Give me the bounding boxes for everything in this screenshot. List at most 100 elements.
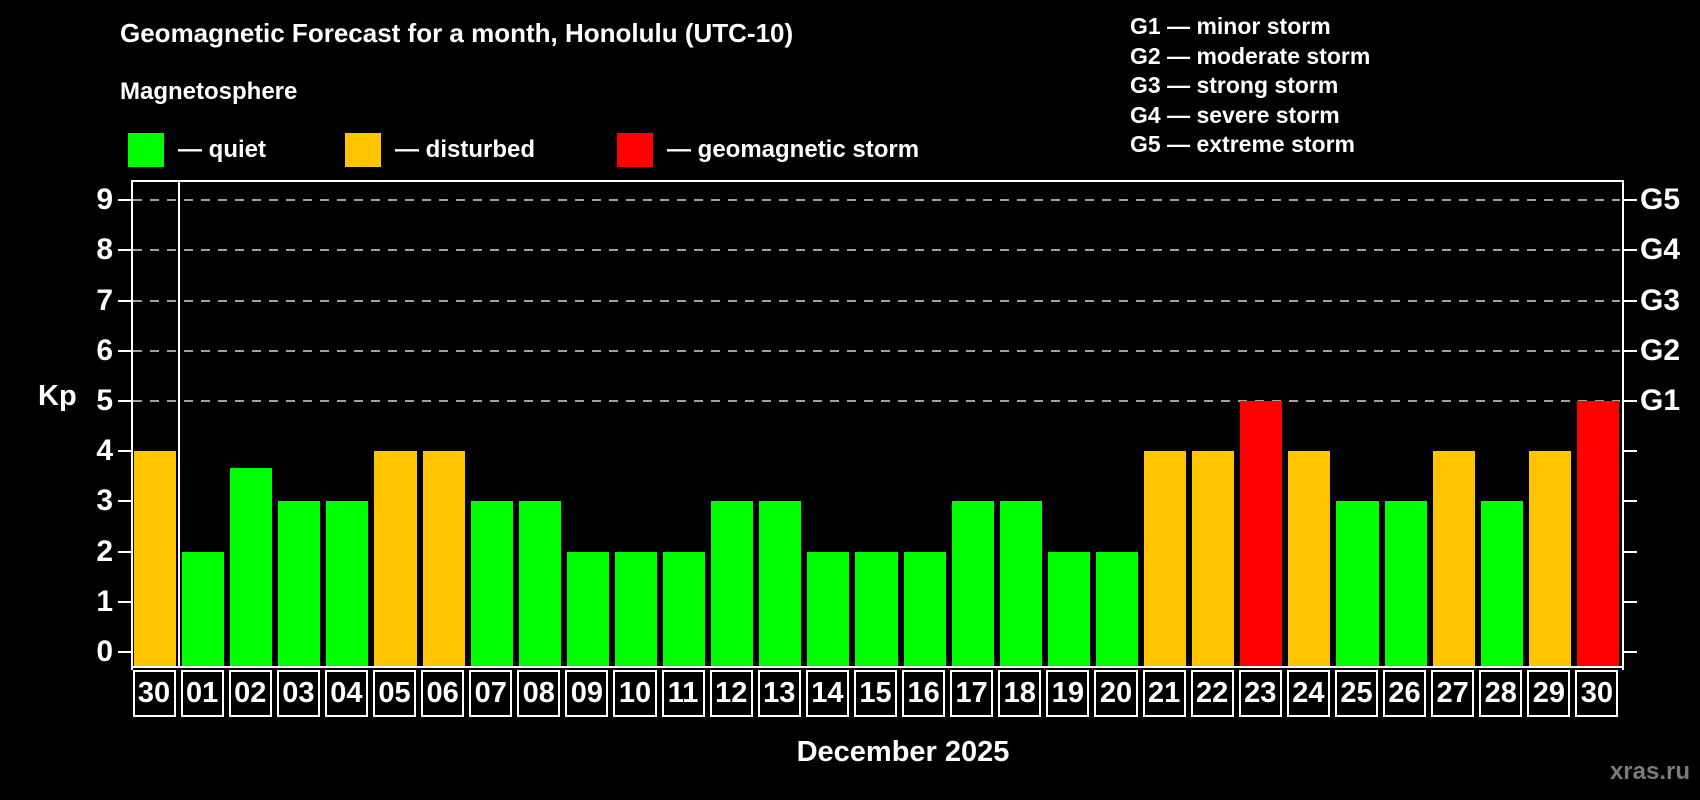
y-axis-label-9: 9 (96, 183, 113, 217)
day-box-23: 23 (1238, 670, 1282, 717)
day-box-28: 28 (1479, 670, 1523, 717)
legend-label-storm: — geomagnetic storm (667, 136, 920, 163)
bar-day-08 (518, 501, 561, 668)
y-axis-label-4: 4 (96, 434, 113, 468)
day-box-07: 07 (469, 670, 513, 717)
right-axis-tick-3 (1624, 500, 1637, 503)
bar-day-22 (1192, 451, 1235, 668)
day-box-26: 26 (1383, 670, 1427, 717)
day-box-02: 02 (228, 670, 272, 717)
bar-day-19 (1047, 551, 1090, 668)
bar-day-30 (134, 451, 177, 668)
bar-day-12 (711, 501, 754, 668)
day-box-12: 12 (709, 670, 753, 717)
day-box-10: 10 (613, 670, 657, 717)
g3-legend-line: G3 — strong storm (1130, 72, 1339, 98)
legend-label-disturbed: — disturbed (395, 136, 536, 163)
gridline-kp8 (133, 249, 1620, 252)
left-axis-tick-7 (118, 299, 131, 302)
right-axis-tick-7 (1624, 299, 1637, 302)
page-title: Geomagnetic Forecast for a month, Honolu… (120, 18, 794, 48)
bar-day-15 (855, 551, 898, 668)
quiet-color-swatch (128, 133, 164, 167)
g1-legend-line: G1 — minor storm (1130, 13, 1331, 39)
day-box-18: 18 (998, 670, 1042, 717)
day-box-11: 11 (661, 670, 705, 717)
right-axis-tick-1 (1624, 600, 1637, 603)
day-box-17: 17 (950, 670, 994, 717)
kp-axis-label: Kp (38, 380, 77, 412)
bar-day-05 (374, 451, 417, 668)
day-box-09: 09 (565, 670, 609, 717)
y-axis-label-2: 2 (96, 534, 113, 568)
bar-day-01 (182, 551, 225, 668)
day-box-30: 30 (1575, 670, 1619, 717)
legend-item-disturbed: — disturbed (345, 132, 535, 168)
g-axis-label-G4: G4 (1640, 233, 1681, 267)
bar-day-30 (1576, 401, 1619, 668)
left-axis-tick-8 (118, 249, 131, 252)
bar-day-21 (1144, 451, 1187, 668)
bar-day-07 (470, 501, 513, 668)
day-box-25: 25 (1334, 670, 1378, 717)
gridline-kp6 (133, 349, 1620, 352)
left-axis-tick-9 (118, 199, 131, 202)
left-axis-tick-1 (118, 600, 131, 603)
storm-color-swatch (617, 133, 653, 167)
left-axis-tick-3 (118, 500, 131, 503)
bar-day-02 (230, 467, 273, 668)
disturbed-color-swatch (345, 133, 381, 167)
day-box-13: 13 (757, 670, 801, 717)
bar-day-25 (1336, 501, 1379, 668)
left-axis-tick-2 (118, 550, 131, 553)
watermark: xras.ru (1609, 758, 1690, 785)
bar-day-03 (278, 501, 321, 668)
bar-day-23 (1240, 401, 1283, 668)
g2-legend-line: G2 — moderate storm (1130, 42, 1371, 69)
legend-item-quiet: — quiet (128, 132, 266, 168)
left-axis-tick-0 (118, 651, 131, 653)
day-box-29: 29 (1527, 670, 1571, 717)
day-box-15: 15 (853, 670, 898, 717)
y-axis-label-1: 1 (96, 584, 113, 618)
bar-day-09 (566, 551, 609, 668)
g-axis-label-G1: G1 (1640, 384, 1681, 417)
bar-day-13 (759, 501, 802, 668)
day-box-01: 01 (180, 670, 224, 717)
plot-border-left (131, 180, 133, 670)
day-box-06: 06 (421, 670, 465, 717)
g-axis-label-G2: G2 (1640, 333, 1681, 367)
plot-border-bottom (131, 666, 1624, 668)
day-box-03: 03 (276, 670, 320, 717)
left-axis-tick-4 (118, 450, 131, 453)
right-axis-tick-5 (1624, 400, 1637, 402)
bar-day-06 (422, 451, 465, 668)
bar-day-28 (1480, 501, 1523, 668)
day-box-05: 05 (372, 670, 417, 717)
gridline-kp7 (133, 299, 1620, 302)
y-axis-label-8: 8 (96, 233, 113, 267)
day-box-04: 04 (324, 670, 368, 717)
y-axis-label-0: 0 (96, 635, 113, 668)
bar-day-16 (903, 551, 946, 668)
day-box-08: 08 (517, 670, 561, 717)
y-axis-label-6: 6 (96, 333, 113, 367)
y-axis-label-5: 5 (96, 384, 113, 417)
right-axis-tick-9 (1624, 199, 1637, 202)
y-axis-label-7: 7 (96, 283, 113, 317)
bar-day-20 (1095, 551, 1139, 668)
bar-day-11 (663, 551, 706, 668)
left-axis-tick-5 (118, 400, 131, 402)
day-box-20: 20 (1094, 670, 1138, 717)
month-divider-line (178, 180, 181, 668)
g-axis-label-G3: G3 (1640, 283, 1681, 317)
y-axis-label-3: 3 (96, 484, 113, 518)
g-scale-legend: G1 — minor storm G2 — moderate storm G3 … (1130, 12, 1370, 160)
bar-day-10 (614, 551, 658, 668)
right-axis-tick-6 (1624, 349, 1637, 352)
day-box-16: 16 (902, 670, 946, 717)
legend-label-quiet: — quiet (178, 136, 266, 163)
left-axis-tick-6 (118, 349, 131, 352)
gridline-kp5 (133, 400, 1620, 402)
